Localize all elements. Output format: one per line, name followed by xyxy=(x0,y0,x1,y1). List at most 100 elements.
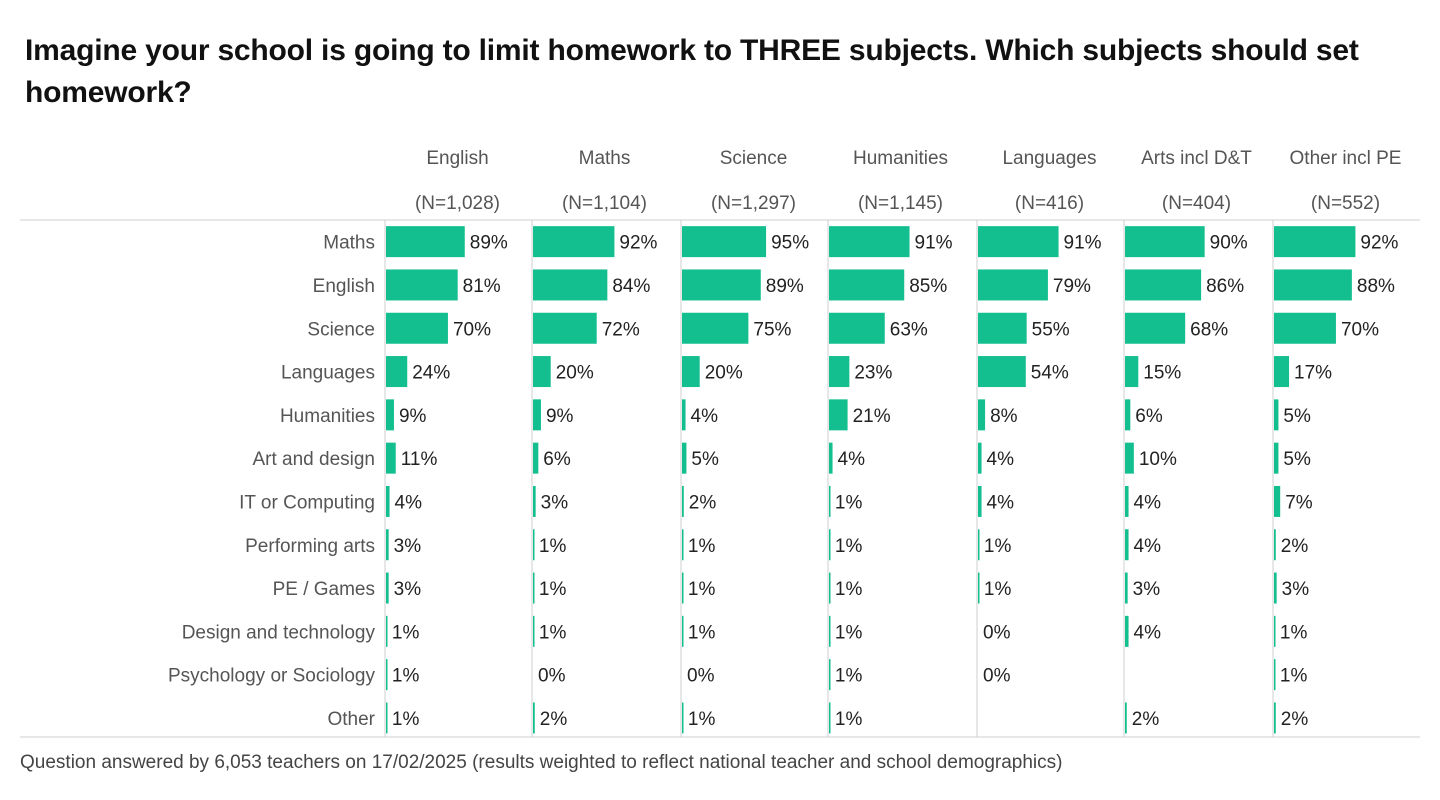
bar xyxy=(533,399,541,431)
bar xyxy=(829,399,848,431)
data-label: 1% xyxy=(835,536,863,557)
category-label: Performing arts xyxy=(245,536,375,557)
data-label: 10% xyxy=(1139,449,1177,470)
panel-n-label: (N=1,104) xyxy=(562,193,647,214)
data-label: 1% xyxy=(835,492,863,513)
data-label: 84% xyxy=(612,276,650,297)
chart-footnote: Question answered by 6,053 teachers on 1… xyxy=(20,752,1063,773)
data-label: 4% xyxy=(987,449,1015,470)
data-label: 1% xyxy=(539,536,567,557)
category-label: Humanities xyxy=(280,406,375,427)
data-label: 70% xyxy=(453,319,491,340)
data-label: 1% xyxy=(539,579,567,600)
data-label: 1% xyxy=(984,536,1012,557)
data-label: 3% xyxy=(541,492,569,513)
data-label: 6% xyxy=(543,449,571,470)
bar xyxy=(533,702,535,734)
data-label: 0% xyxy=(538,666,566,687)
bar xyxy=(1125,226,1205,258)
bar xyxy=(386,702,388,734)
data-label: 72% xyxy=(602,319,640,340)
bar xyxy=(1125,485,1129,517)
bar xyxy=(533,226,615,258)
data-label: 9% xyxy=(399,406,427,427)
bar xyxy=(682,485,684,517)
data-label: 2% xyxy=(689,492,717,513)
data-label: 2% xyxy=(1132,709,1160,730)
data-label: 91% xyxy=(915,233,953,254)
chart-title: Imagine your school is going to limit ho… xyxy=(25,34,1359,109)
bar xyxy=(1125,442,1134,474)
data-label: 4% xyxy=(395,492,423,513)
bar xyxy=(829,485,831,517)
data-label: 88% xyxy=(1357,276,1395,297)
bar xyxy=(1125,702,1127,734)
bar xyxy=(533,269,608,301)
bar xyxy=(386,615,388,647)
data-label: 85% xyxy=(909,276,947,297)
data-label: 5% xyxy=(1283,449,1311,470)
category-label: Languages xyxy=(281,363,375,384)
data-label: 1% xyxy=(392,666,420,687)
data-label: 5% xyxy=(1283,406,1311,427)
bar xyxy=(829,269,905,301)
data-label: 70% xyxy=(1341,319,1379,340)
bar xyxy=(978,442,982,474)
data-label: 1% xyxy=(688,622,716,643)
data-label: 1% xyxy=(984,579,1012,600)
data-label: 7% xyxy=(1285,492,1313,513)
bar xyxy=(533,615,535,647)
category-label: Maths xyxy=(323,233,375,254)
bar xyxy=(829,659,831,691)
bar xyxy=(829,702,831,734)
bar xyxy=(1274,615,1276,647)
data-label: 3% xyxy=(394,536,422,557)
bar xyxy=(1274,572,1277,604)
data-label: 54% xyxy=(1031,363,1069,384)
bar xyxy=(1274,356,1290,388)
data-label: 1% xyxy=(688,579,716,600)
data-label: 86% xyxy=(1206,276,1244,297)
bar xyxy=(1125,615,1129,647)
bar xyxy=(829,226,910,258)
category-label: Other xyxy=(327,709,375,730)
category-label: English xyxy=(313,276,375,297)
bar xyxy=(1125,269,1202,301)
data-label: 1% xyxy=(539,622,567,643)
data-label: 3% xyxy=(1133,579,1161,600)
data-label: 2% xyxy=(1281,536,1309,557)
category-label: PE / Games xyxy=(273,579,375,600)
bar xyxy=(1274,702,1276,734)
data-label: 0% xyxy=(687,666,715,687)
bar xyxy=(978,529,980,561)
bar xyxy=(682,399,686,431)
bar xyxy=(1274,659,1276,691)
bar xyxy=(386,356,408,388)
data-label: 81% xyxy=(463,276,501,297)
panel-n-label: (N=1,297) xyxy=(711,193,796,214)
bar xyxy=(1274,529,1276,561)
bar xyxy=(682,356,700,388)
panel-n-label: (N=404) xyxy=(1162,193,1231,214)
data-label: 1% xyxy=(688,709,716,730)
bar xyxy=(1274,226,1356,258)
bar xyxy=(1125,312,1186,344)
data-label: 6% xyxy=(1135,406,1163,427)
data-label: 55% xyxy=(1032,319,1070,340)
data-label: 1% xyxy=(835,622,863,643)
bar xyxy=(682,269,761,301)
data-label: 63% xyxy=(890,319,928,340)
bar xyxy=(1274,485,1281,517)
panel-n-label: (N=416) xyxy=(1015,193,1084,214)
bar xyxy=(682,572,684,604)
data-label: 4% xyxy=(1134,622,1162,643)
data-label: 1% xyxy=(835,666,863,687)
bar xyxy=(682,312,749,344)
data-label: 23% xyxy=(854,363,892,384)
data-label: 2% xyxy=(1281,709,1309,730)
data-label: 89% xyxy=(470,233,508,254)
bar xyxy=(1274,312,1336,344)
data-label: 3% xyxy=(394,579,422,600)
bar xyxy=(829,529,831,561)
bar xyxy=(386,226,465,258)
